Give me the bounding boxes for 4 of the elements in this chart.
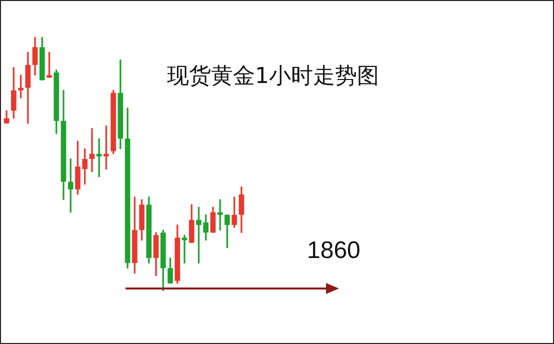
candlestick — [89, 128, 95, 172]
text: 现货黄金1小时走势图 — [167, 63, 379, 91]
text: 1860 — [307, 237, 360, 265]
candlestick — [182, 234, 188, 264]
